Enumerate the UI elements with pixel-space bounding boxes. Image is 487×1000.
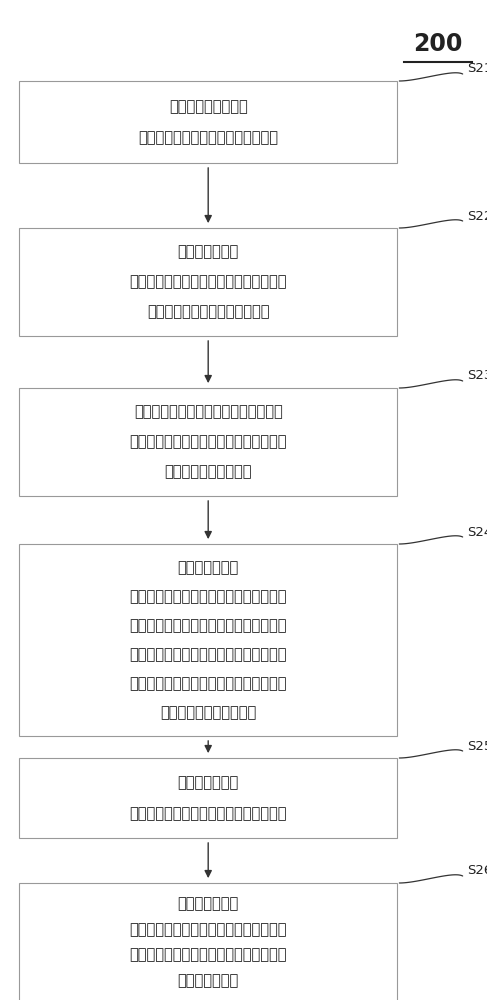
Text: S210: S210 bbox=[468, 62, 487, 76]
Text: 器中货品之间的对应关系: 器中货品之间的对应关系 bbox=[160, 705, 256, 720]
Bar bbox=[19, 883, 397, 1000]
Bar bbox=[19, 544, 397, 736]
Text: 订单分配：控制系统: 订单分配：控制系统 bbox=[169, 99, 247, 114]
Text: 订单货品拣选：: 订单货品拣选： bbox=[178, 896, 239, 911]
Text: 搬运到所述指定拣配站: 搬运到所述指定拣配站 bbox=[165, 464, 252, 480]
Text: S220: S220 bbox=[468, 210, 487, 223]
Text: 将所述多个缓存容器运送并放置至缓存区: 将所述多个缓存容器运送并放置至缓存区 bbox=[130, 806, 287, 821]
Text: 在所述缓存区，订单货品拣选方针对所述: 在所述缓存区，订单货品拣选方针对所述 bbox=[130, 922, 287, 937]
Text: S250: S250 bbox=[468, 740, 487, 752]
Text: 目标货架确定：: 目标货架确定： bbox=[178, 244, 239, 259]
Bar bbox=[19, 758, 397, 838]
Bar bbox=[19, 228, 397, 336]
Text: 应的全部目标商品取下并放置在多个缓存: 应的全部目标商品取下并放置在多个缓存 bbox=[130, 647, 287, 662]
Bar bbox=[19, 81, 397, 163]
Text: 容器中，建立缓存容器标签标识和缓存容: 容器中，建立缓存容器标签标识和缓存容 bbox=[130, 676, 287, 691]
Text: 200: 200 bbox=[413, 32, 463, 56]
Text: 在所述指定拣配站，缓存货品拣选方从所: 在所述指定拣配站，缓存货品拣选方从所 bbox=[130, 589, 287, 604]
Bar bbox=[19, 388, 397, 496]
Text: 放至订单容器中: 放至订单容器中 bbox=[178, 973, 239, 988]
Text: 搬运机器人将所述所有待搬运的目标货架: 搬运机器人将所述所有待搬运的目标货架 bbox=[130, 434, 287, 450]
Text: 目标货架搬运：基于控制系统的指令，: 目标货架搬运：基于控制系统的指令， bbox=[134, 404, 282, 419]
Text: 针对分配到指定拣配站的所有订单，控制: 针对分配到指定拣配站的所有订单，控制 bbox=[130, 274, 287, 290]
Text: S260: S260 bbox=[468, 864, 487, 878]
Text: 将订单池中的订单分配到各个拣配站: 将订单池中的订单分配到各个拣配站 bbox=[138, 130, 278, 145]
Text: 有所述目标货架上，将与所述所有订单对: 有所述目标货架上，将与所述所有订单对 bbox=[130, 618, 287, 633]
Text: 所有订单中的每个订单，进行货品拣选，: 所有订单中的每个订单，进行货品拣选， bbox=[130, 947, 287, 962]
Text: S230: S230 bbox=[468, 369, 487, 382]
Text: 缓存货品运输：: 缓存货品运输： bbox=[178, 775, 239, 790]
Text: 系统确定所有待搬运的目标货架: 系统确定所有待搬运的目标货架 bbox=[147, 304, 269, 320]
Text: 缓存货品拣选：: 缓存货品拣选： bbox=[178, 560, 239, 575]
Text: S240: S240 bbox=[468, 526, 487, 538]
